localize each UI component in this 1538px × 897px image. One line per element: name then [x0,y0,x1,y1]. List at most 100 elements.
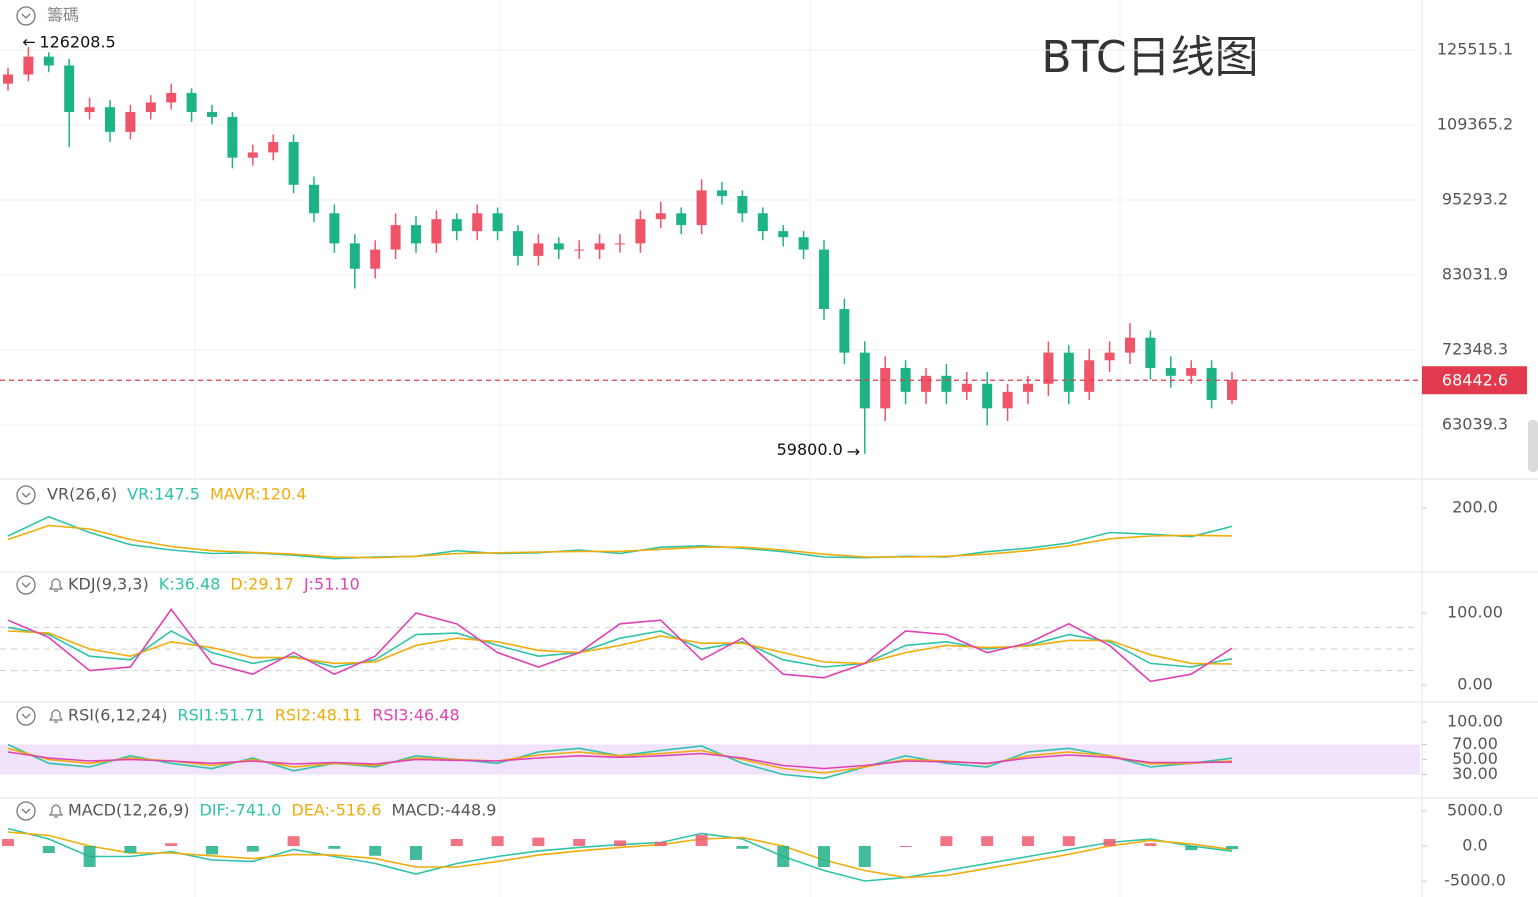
legend-entry: D:29.17 [230,575,294,594]
y-tick-label: 70.00 [1452,734,1498,753]
candle-body [655,213,666,220]
indicator-title: VR(26,6) [47,485,117,504]
candle-body [390,225,401,250]
candle-body [615,243,625,245]
macd-bar [899,845,912,847]
macd-bar [1226,845,1238,850]
collapse-icon[interactable] [16,575,36,595]
y-tick-label: 95293.2 [1442,190,1508,209]
macd-bar [410,845,422,860]
candle-body [635,219,646,244]
candle-body [1186,367,1197,376]
candle-body [1206,367,1217,401]
candle-body [227,116,238,158]
macd-bar [369,845,382,856]
chart-title: BTC日线图 [1041,32,1258,83]
indicator-line [7,630,1233,665]
macd-bar [777,845,790,867]
macd-bar [246,845,259,852]
indicator-title: KDJ(9,3,3) [68,575,149,594]
candle-body [819,249,829,310]
collapse-chevron [21,13,31,19]
candle-body [961,383,972,392]
candle-body [1227,380,1237,401]
candle-body [900,367,911,392]
indicator-line [7,751,1233,770]
collapse-icon[interactable] [16,6,36,26]
candle-body [1002,391,1013,409]
macd-bar [491,836,504,846]
legend-entry: J:51.10 [303,575,360,594]
candle-body [1023,383,1033,392]
y-tick-label: 109365.2 [1437,115,1513,134]
collapse-chevron [21,582,31,588]
candle-body [982,383,993,409]
candle-body [370,249,381,269]
y-tick-label: 125515.1 [1437,40,1513,59]
candle-body [64,65,75,113]
legend-entry: MAVR:120.4 [210,485,307,504]
candle-body [207,112,217,117]
indicator-line [7,831,1233,879]
candle-body [1145,337,1156,368]
candle-body [1043,352,1054,384]
toggle-label[interactable]: 籌碼 [47,6,79,25]
candle-body [941,375,952,392]
candle-body [717,190,727,196]
candle-body [839,309,850,353]
macd-bar [981,836,994,846]
macd-bar [83,845,96,867]
candle-body [696,190,707,226]
macd-bar [858,845,871,867]
y-tick-label: -5000.0 [1444,870,1506,889]
scroll-handle[interactable] [1528,420,1538,472]
candle-body [411,225,421,244]
y-tick-label: 72348.3 [1442,340,1508,359]
candle-body [268,142,279,153]
candle-body [778,231,789,238]
legend-entry: RSI2:48.11 [275,706,362,725]
candle-body [472,213,483,232]
candle-body [247,152,258,158]
low-annotation: 59800.0 [777,440,843,459]
candle-body [574,249,585,251]
indicator-line [7,515,1233,560]
candle-body [84,107,95,113]
y-tick-label: 63039.3 [1442,415,1508,434]
candle-body [880,367,891,409]
collapse-icon[interactable] [16,706,36,726]
high-annotation: 126208.5 [39,33,115,52]
legend-entry: DEA:-516.6 [291,801,381,820]
candle-body [288,142,299,185]
last-price-box [1422,366,1527,395]
y-tick-label: 0.0 [1462,835,1487,854]
legend-entry: MACD:-448.9 [392,801,497,820]
indicator-line [7,524,1233,559]
macd-bar [124,845,137,853]
candle-body [125,112,136,132]
macd-bar [736,845,749,849]
alert-icon[interactable] [48,804,64,818]
candle-body [798,237,809,250]
candle-body [329,213,340,244]
high-arrow: ← [22,33,35,52]
collapse-icon[interactable] [16,801,36,821]
macd-bar [287,836,300,846]
alert-icon[interactable] [48,709,64,723]
candle-body [1063,352,1074,392]
collapse-icon[interactable] [16,485,36,505]
candle-body [1104,352,1115,361]
candle-body [676,213,687,226]
macd-bar [940,836,953,846]
alert-icon[interactable] [48,578,64,592]
candle-body [737,195,748,214]
low-arrow: → [847,442,860,461]
candle-body [145,102,156,113]
y-tick-label: 100.00 [1447,602,1503,621]
candle-body [309,184,319,214]
candle-body [553,243,564,250]
candle-body [349,243,360,269]
y-tick-label: 30.00 [1452,764,1498,783]
collapse-chevron [21,492,31,498]
